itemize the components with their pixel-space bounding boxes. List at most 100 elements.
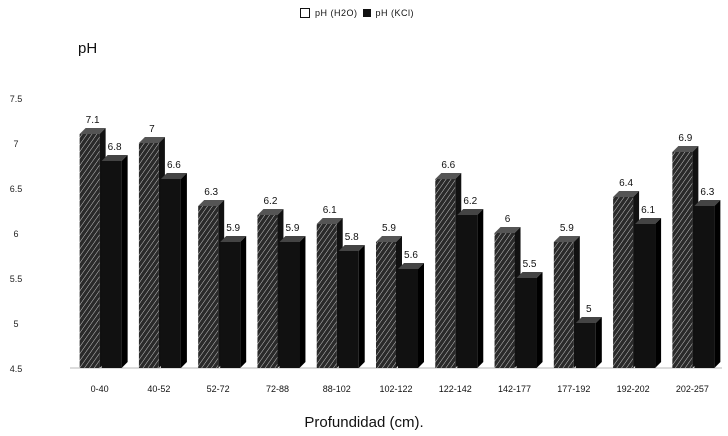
bar-top-face	[257, 209, 284, 215]
x-tick-label: 177-192	[557, 384, 590, 394]
bar	[435, 179, 456, 368]
bar	[553, 242, 574, 368]
y-axis-title: pH	[78, 40, 98, 57]
y-tick-label: 7	[13, 139, 18, 149]
legend-swatch-h2o	[300, 8, 310, 18]
y-tick-label: 5	[13, 319, 18, 329]
data-label: 7	[149, 124, 155, 135]
data-label: 5.6	[404, 250, 418, 261]
data-label: 6.1	[323, 205, 337, 216]
data-label: 5	[586, 304, 592, 315]
data-label: 5.9	[286, 223, 300, 234]
bar	[316, 224, 337, 368]
data-label: 6.3	[204, 187, 218, 198]
bar	[516, 278, 537, 368]
bar-top-face	[516, 272, 543, 278]
data-label: 5.9	[382, 223, 396, 234]
bar	[613, 197, 634, 368]
bar-top-face	[101, 155, 128, 161]
data-label: 6.9	[678, 133, 692, 144]
data-label: 6.2	[463, 196, 477, 207]
x-tick-label: 72-88	[266, 384, 289, 394]
legend-label-h2o: pH (H2O)	[315, 8, 358, 18]
bar-top-face	[435, 173, 462, 179]
bar	[672, 152, 693, 368]
bar-top-face	[79, 128, 106, 134]
bar-top-face	[160, 173, 187, 179]
x-tick-label: 102-122	[379, 384, 412, 394]
data-label: 6.3	[700, 187, 714, 198]
bar	[138, 143, 159, 368]
bar-side-face	[655, 218, 662, 368]
data-label: 5.5	[523, 259, 537, 270]
bar-side-face	[121, 155, 128, 368]
x-tick-label: 40-52	[147, 384, 170, 394]
bar	[160, 179, 181, 368]
bar-top-face	[613, 191, 640, 197]
data-label: 6.1	[641, 205, 655, 216]
bar-top-face	[575, 317, 602, 323]
x-tick-label: 0-40	[91, 384, 109, 394]
bar	[494, 233, 515, 368]
bar-side-face	[595, 317, 602, 368]
bar-top-face	[672, 146, 699, 152]
x-tick-label: 52-72	[207, 384, 230, 394]
data-label: 5.9	[560, 223, 574, 234]
bar-top-face	[398, 263, 424, 269]
bar	[457, 215, 478, 368]
bar	[279, 242, 300, 368]
bar	[694, 206, 715, 368]
data-label: 6.8	[108, 142, 122, 153]
bar-side-face	[536, 272, 543, 368]
bar	[220, 242, 241, 368]
bar	[79, 134, 100, 368]
data-label: 6.2	[264, 196, 278, 207]
x-axis-title: Profundidad (cm).	[304, 414, 424, 431]
bar-top-face	[138, 137, 165, 143]
bar-top-face	[220, 236, 247, 242]
bar-top-face	[694, 200, 721, 206]
bar-side-face	[477, 209, 484, 368]
y-tick-label: 7.5	[10, 94, 23, 104]
x-tick-label: 202-257	[676, 384, 709, 394]
bar-top-face	[279, 236, 306, 242]
data-label: 7.1	[86, 115, 100, 126]
bar-side-face	[180, 173, 187, 368]
y-tick-label: 6.5	[10, 184, 23, 194]
bar	[257, 215, 278, 368]
x-tick-label: 88-102	[323, 384, 351, 394]
bar-top-face	[316, 218, 343, 224]
bar-top-face	[198, 200, 225, 206]
bar	[338, 251, 359, 368]
x-tick-label: 192-202	[617, 384, 650, 394]
bar	[101, 161, 122, 368]
data-label: 6.6	[441, 160, 455, 171]
legend-label-kcl: pH (KCl)	[375, 8, 415, 18]
bar-top-face	[338, 245, 365, 251]
bar	[635, 224, 656, 368]
bar-top-face	[635, 218, 662, 224]
bar	[376, 242, 396, 368]
y-tick-label: 6	[13, 229, 18, 239]
x-tick-label: 142-177	[498, 384, 531, 394]
data-label: 5.9	[226, 223, 240, 234]
bar-side-face	[418, 263, 424, 368]
bar-side-face	[299, 236, 306, 368]
bar-top-face	[457, 209, 484, 215]
bar-top-face	[494, 227, 521, 233]
legend-swatch-kcl	[362, 9, 371, 17]
bar	[575, 323, 596, 368]
bar-side-face	[358, 245, 365, 368]
data-label: 5.8	[345, 232, 359, 243]
bar	[198, 206, 219, 368]
bar-side-face	[714, 200, 721, 368]
legend: pH (H2O) pH (KCl)	[300, 8, 414, 18]
y-tick-label: 5.5	[10, 274, 23, 284]
data-label: 6	[505, 214, 511, 225]
x-tick-label: 122-142	[439, 384, 472, 394]
bar-side-face	[240, 236, 247, 368]
y-tick-label: 4.5	[10, 364, 23, 374]
bar-top-face	[376, 236, 402, 242]
data-label: 6.6	[167, 160, 181, 171]
